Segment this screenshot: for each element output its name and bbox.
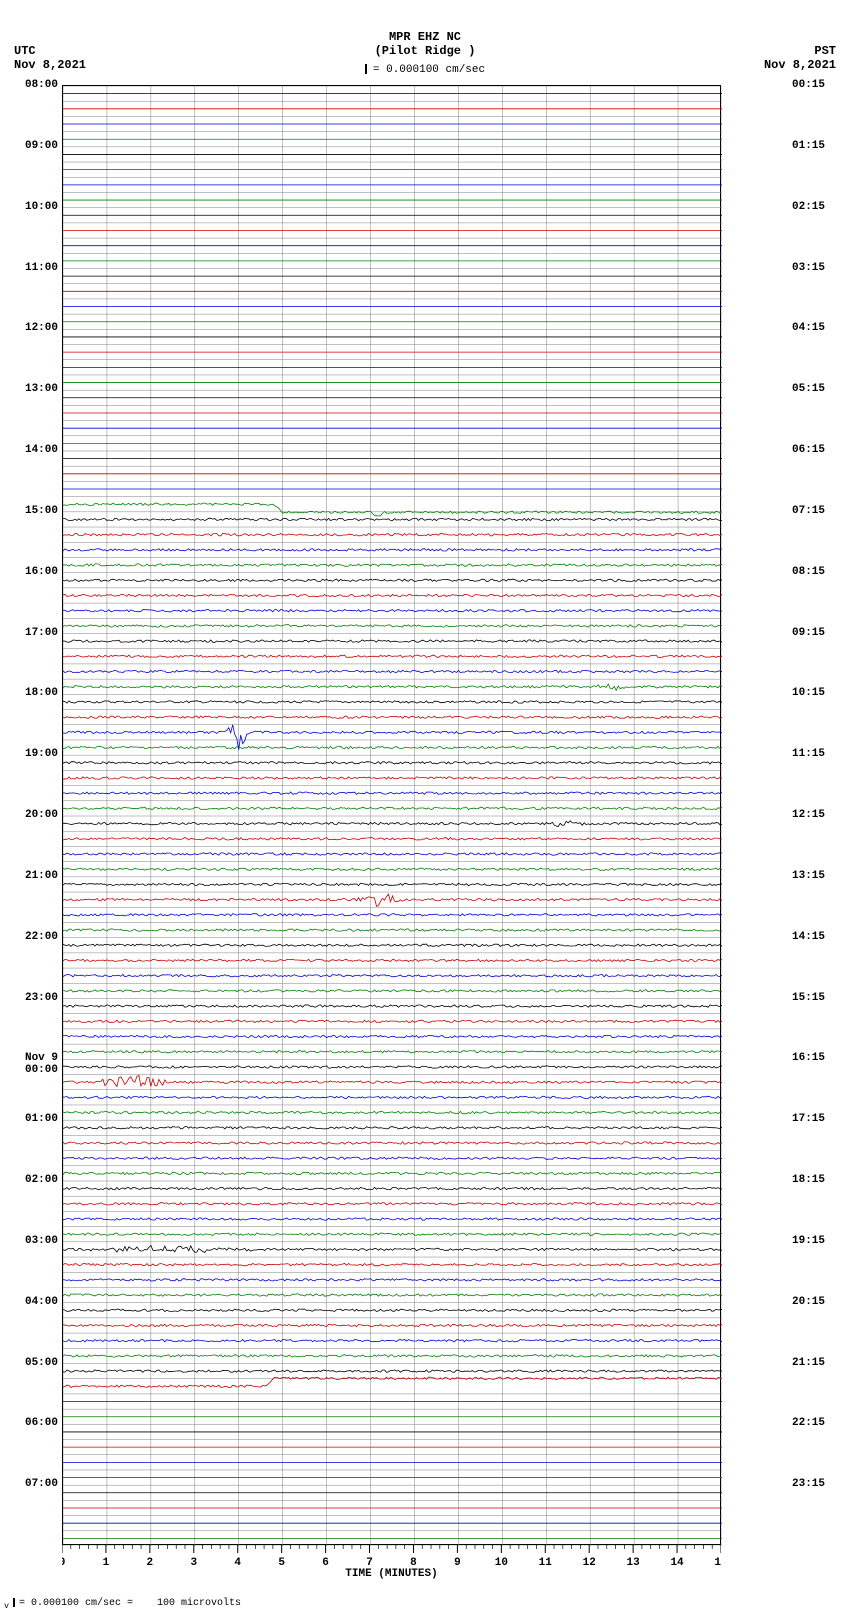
- hour-label-left: 22:00: [25, 931, 58, 943]
- hour-label-right: 12:15: [792, 809, 825, 821]
- hour-label-left: Nov 9 00:00: [25, 1052, 58, 1076]
- hour-label-left: 13:00: [25, 383, 58, 395]
- hour-label-right: 08:15: [792, 566, 825, 578]
- hour-label-right: 19:15: [792, 1235, 825, 1247]
- hour-label-left: 23:00: [25, 992, 58, 1004]
- hour-label-left: 01:00: [25, 1113, 58, 1125]
- hour-label-right: 00:15: [792, 79, 825, 91]
- hour-label-right: 02:15: [792, 201, 825, 213]
- hour-label-left: 19:00: [25, 748, 58, 760]
- hour-label-right: 14:15: [792, 931, 825, 943]
- hour-label-right: 09:15: [792, 627, 825, 639]
- station-code: MPR EHZ NC: [0, 30, 850, 44]
- scale-indicator-bottom: v= 0.000100 cm/sec = 100 microvolts: [4, 1598, 241, 1611]
- hour-label-right: 13:15: [792, 870, 825, 882]
- hour-label-left: 18:00: [25, 687, 58, 699]
- hour-label-right: 21:15: [792, 1357, 825, 1369]
- hour-label-left: 10:00: [25, 201, 58, 213]
- hour-label-left: 08:00: [25, 79, 58, 91]
- hour-label-left: 21:00: [25, 870, 58, 882]
- hour-label-left: 11:00: [25, 262, 58, 274]
- hour-label-left: 02:00: [25, 1174, 58, 1186]
- station-location: (Pilot Ridge ): [0, 44, 850, 58]
- hour-label-right: 01:15: [792, 140, 825, 152]
- hour-label-right: 16:15: [792, 1052, 825, 1064]
- hour-labels-left: 08:0009:0010:0011:0012:0013:0014:0015:00…: [8, 85, 60, 1545]
- scale-indicator-top: = 0.000100 cm/sec: [0, 64, 850, 76]
- hour-label-left: 05:00: [25, 1357, 58, 1369]
- hour-label-left: 15:00: [25, 505, 58, 517]
- hour-label-right: 10:15: [792, 687, 825, 699]
- hour-label-right: 22:15: [792, 1417, 825, 1429]
- x-axis-label: TIME (MINUTES): [62, 1568, 721, 1580]
- hour-label-left: 12:00: [25, 322, 58, 334]
- hour-label-right: 17:15: [792, 1113, 825, 1125]
- seismogram-plot: [62, 85, 721, 1545]
- hour-label-right: 23:15: [792, 1478, 825, 1490]
- hour-labels-right: 00:1501:1502:1503:1504:1505:1506:1507:15…: [790, 85, 842, 1545]
- hour-label-right: 11:15: [792, 748, 825, 760]
- hour-label-right: 07:15: [792, 505, 825, 517]
- hour-label-left: 20:00: [25, 809, 58, 821]
- hour-label-left: 09:00: [25, 140, 58, 152]
- hour-label-left: 03:00: [25, 1235, 58, 1247]
- hour-label-right: 15:15: [792, 992, 825, 1004]
- hour-label-right: 06:15: [792, 444, 825, 456]
- hour-label-left: 16:00: [25, 566, 58, 578]
- hour-label-left: 17:00: [25, 627, 58, 639]
- hour-label-left: 06:00: [25, 1417, 58, 1429]
- hour-label-right: 20:15: [792, 1296, 825, 1308]
- hour-label-right: 03:15: [792, 262, 825, 274]
- hour-label-left: 14:00: [25, 444, 58, 456]
- hour-label-right: 05:15: [792, 383, 825, 395]
- hour-label-right: 18:15: [792, 1174, 825, 1186]
- hour-label-right: 04:15: [792, 322, 825, 334]
- timezone-left: UTC Nov 8,2021: [14, 44, 86, 72]
- hour-label-left: 07:00: [25, 1478, 58, 1490]
- timezone-right: PST Nov 8,2021: [764, 44, 836, 72]
- hour-label-left: 04:00: [25, 1296, 58, 1308]
